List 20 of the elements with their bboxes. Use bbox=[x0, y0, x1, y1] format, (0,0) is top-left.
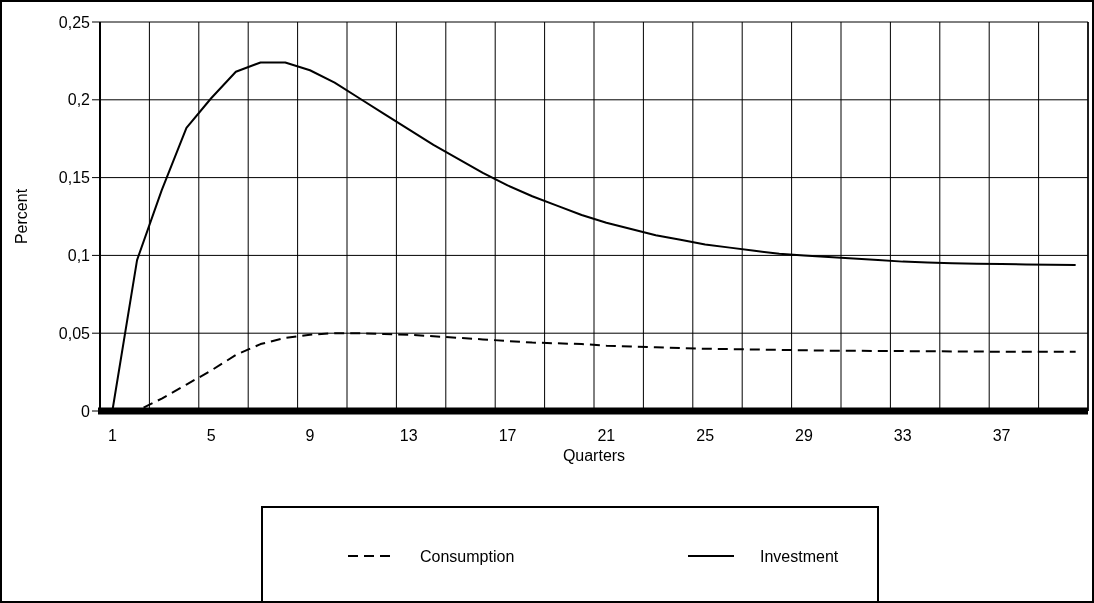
x-tick-label: 1 bbox=[107, 427, 117, 444]
y-tick-label: 0,15 bbox=[58, 169, 91, 187]
y-tick-label: 0,1 bbox=[67, 247, 91, 264]
x-tick-label: 17 bbox=[498, 427, 517, 444]
y-tick-label: 0,25 bbox=[58, 13, 91, 31]
x-axis-title: Quarters bbox=[562, 447, 626, 464]
y-tick-label: 0 bbox=[81, 402, 91, 420]
x-tick-label: 13 bbox=[399, 427, 418, 444]
x-tick-label: 9 bbox=[305, 427, 315, 444]
x-tick-label: 29 bbox=[795, 427, 813, 444]
y-tick-label: 0,2 bbox=[67, 91, 91, 109]
y-tick-label: 0,05 bbox=[58, 324, 91, 342]
legend-label: Consumption bbox=[420, 547, 515, 565]
legend-label: Investment bbox=[760, 547, 839, 565]
x-tick-label: 21 bbox=[597, 427, 616, 444]
x-tick-label: 37 bbox=[992, 427, 1011, 444]
x-tick-label: 25 bbox=[696, 427, 715, 444]
x-tick-label: 33 bbox=[893, 427, 912, 444]
x-tick-label: 5 bbox=[206, 427, 216, 444]
y-axis-title: Percent bbox=[13, 188, 30, 245]
